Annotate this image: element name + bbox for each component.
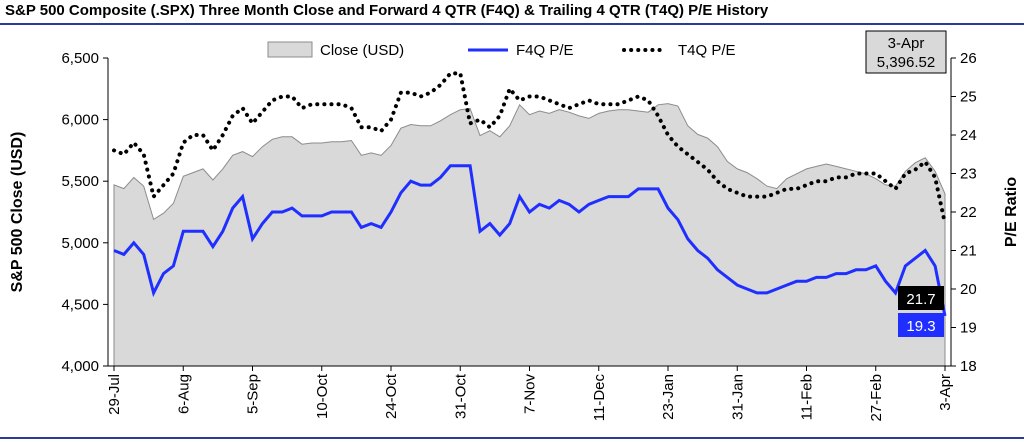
t4q-end-badge: 21.7	[898, 286, 944, 310]
y-right-axis-label: P/E Ratio	[1003, 177, 1020, 247]
x-tick-label: 6-Aug	[175, 374, 192, 414]
latest-close-box: 3-Apr 5,396.52	[865, 30, 947, 74]
x-tick-label: 29-Jul	[106, 374, 123, 415]
left-tick-label: 5,500	[61, 173, 99, 190]
legend-label-t4q: T4Q P/E	[678, 42, 736, 59]
legend: Close (USD) F4Q P/E T4Q P/E	[267, 41, 736, 59]
x-tick-label: 23-Jan	[660, 374, 677, 420]
close-area-series	[113, 103, 946, 367]
right-tick-label: 19	[960, 320, 977, 337]
f4q-end-badge: 19.3	[898, 313, 944, 337]
t4q-end-value: 21.7	[906, 291, 935, 308]
right-tick-label: 18	[960, 358, 977, 375]
plot-area	[112, 71, 947, 367]
x-axis-ticks: 29-Jul 6-Aug 5-Sep 10-Oct 24-Oct 31-Oct 7-Nov 1…	[106, 366, 954, 422]
y-left-axis-label: S&P 500 Close (USD)	[9, 132, 26, 293]
left-tick-label: 6,500	[61, 50, 99, 67]
right-axis-ticks: 18 19 20 21 22 23 24 25 26	[951, 50, 977, 375]
legend-label-close: Close (USD)	[320, 42, 404, 59]
legend-label-f4q: F4Q P/E	[516, 42, 574, 59]
t4q-pe-line	[112, 71, 947, 226]
legend-swatch-close	[267, 41, 313, 58]
left-axis-ticks: 4,000 4,500 5,000 5,500 6,000 6,500	[61, 50, 108, 375]
right-tick-label: 20	[960, 281, 977, 298]
right-tick-label: 21	[960, 243, 977, 260]
latest-date: 3-Apr	[888, 35, 925, 52]
f4q-end-value: 19.3	[906, 318, 935, 335]
x-tick-label: 3-Apr	[937, 374, 954, 411]
x-tick-label: 10-Oct	[314, 373, 331, 419]
left-tick-label: 4,000	[61, 358, 99, 375]
chart-title: S&P 500 Composite (.SPX) Three Month Clo…	[5, 2, 769, 19]
left-tick-label: 6,000	[61, 112, 99, 129]
right-tick-label: 22	[960, 204, 977, 221]
latest-close-box-frame	[865, 30, 947, 74]
x-tick-label: 11-Feb	[799, 374, 816, 420]
x-tick-label: 7-Nov	[522, 374, 539, 415]
x-tick-label: 31-Jan	[729, 374, 746, 420]
f4q-end-badge-bg	[898, 313, 944, 337]
latest-close-value: 5,396.52	[877, 54, 935, 71]
right-tick-label: 23	[960, 166, 977, 183]
right-tick-label: 24	[960, 127, 977, 144]
f4q-pe-line	[113, 164, 947, 317]
right-tick-label: 26	[960, 50, 977, 67]
x-tick-label: 24-Oct	[383, 373, 400, 419]
x-tick-label: 11-Dec	[591, 374, 608, 422]
x-tick-label: 27-Feb	[868, 374, 885, 422]
right-tick-label: 25	[960, 89, 977, 106]
left-tick-label: 4,500	[61, 296, 99, 313]
x-tick-label: 5-Sep	[245, 374, 262, 414]
x-tick-label: 31-Oct	[452, 373, 469, 419]
t4q-end-badge-bg	[898, 286, 944, 310]
left-tick-label: 5,000	[61, 235, 99, 252]
